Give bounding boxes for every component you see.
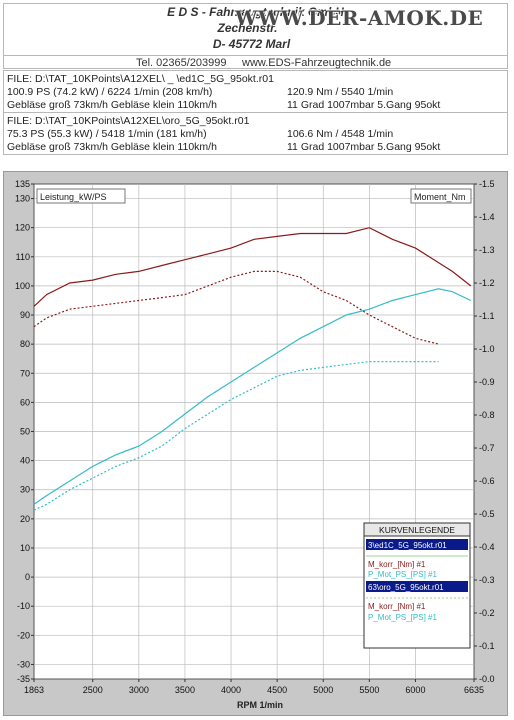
file-stats-torque-2: 106.6 Nm / 4548 1/min bbox=[287, 128, 394, 140]
x-tick-label: 3500 bbox=[175, 685, 195, 695]
y-left-tick-label: 50 bbox=[20, 427, 30, 437]
y-right-tick-label: -1.3 bbox=[479, 245, 495, 255]
y-left-tick-label: 130 bbox=[15, 194, 30, 204]
y-left-tick-label: 80 bbox=[20, 339, 30, 349]
x-axis-label: RPM 1/min bbox=[237, 700, 283, 710]
x-tick-label: 4500 bbox=[267, 685, 287, 695]
legend-power-2: P_Mot_PS_[PS] #1 bbox=[368, 613, 437, 622]
legend-power-1: P_Mot_PS_[PS] #1 bbox=[368, 570, 437, 579]
left-axis-label-box bbox=[36, 188, 126, 204]
company-header: E D S - Fahrzeugtechnik GmbH Zechenstr. … bbox=[3, 3, 508, 69]
x-tick-label: 6000 bbox=[405, 685, 425, 695]
y-left-tick-label: -30 bbox=[17, 659, 30, 669]
x-tick-label: 2500 bbox=[83, 685, 103, 695]
y-right-tick-label: -0.9 bbox=[479, 377, 495, 387]
y-right-tick-label: -0.0 bbox=[479, 674, 495, 684]
file-path-1: FILE: D:\TAT_10KPoints\A12XEL\ _ \ed1C_5… bbox=[7, 73, 274, 85]
dyno-chart-svg: 1351301201101009080706050403020100-10-20… bbox=[15, 179, 495, 710]
y-right-tick-label: -0.1 bbox=[479, 641, 495, 651]
file-path-2: FILE: D:\TAT_10KPoints\A12XEL\oro_5G_95o… bbox=[7, 115, 250, 127]
y-left-tick-label: 10 bbox=[20, 543, 30, 553]
y-left-tick-label: 30 bbox=[20, 485, 30, 495]
legend-title-bar bbox=[363, 522, 471, 537]
y-right-tick-label: -1.4 bbox=[479, 212, 495, 222]
right-axis-label-box bbox=[410, 188, 472, 204]
y-left-tick-label: 90 bbox=[20, 310, 30, 320]
y-right-tick-label: -0.3 bbox=[479, 575, 495, 585]
y-left-tick-label: 120 bbox=[15, 223, 30, 233]
x-tick-label: 1863 bbox=[24, 685, 44, 695]
y-right-tick-label: -1.2 bbox=[479, 278, 495, 288]
file-weather-2: 11 Grad 1007mbar 5.Gang 95okt bbox=[287, 141, 441, 153]
legend-file-1: 3\ed1C_5G_95okt.r01 bbox=[368, 541, 447, 550]
x-tick-label: 4000 bbox=[221, 685, 241, 695]
y-left-tick-label: 100 bbox=[15, 281, 30, 291]
header-divider bbox=[4, 55, 507, 56]
series-line-1 bbox=[33, 227, 472, 307]
x-tick-label: 5000 bbox=[313, 685, 333, 695]
file-conditions-2: Gebläse groß 73km/h Gebläse klein 110km/… bbox=[7, 141, 217, 153]
legend: KURVENLEGENDE 3\ed1C_5G_95okt.r01 M_korr… bbox=[363, 522, 471, 649]
y-right-tick-label: -1.0 bbox=[479, 344, 495, 354]
legend-file-1-highlight bbox=[366, 539, 468, 550]
dyno-chart: 135 130 120 110 100 90 80 70 60 50 40 30 20 10 0 -10 -20… bbox=[3, 171, 508, 716]
series-line-3 bbox=[33, 270, 439, 345]
y-right-tick-label: -0.8 bbox=[479, 410, 495, 420]
y-right-tick-label: -0.4 bbox=[479, 542, 495, 552]
x-tick-label: 3000 bbox=[129, 685, 149, 695]
company-street: Zechenstr. bbox=[217, 21, 278, 35]
y-left-tick-label: 70 bbox=[20, 368, 30, 378]
y-right-tick-label: -0.7 bbox=[479, 443, 495, 453]
file-conditions-1: Gebläse groß 73km/h Gebläse klein 110km/… bbox=[7, 99, 217, 111]
company-name: E D S - Fahrzeugtechnik GmbH bbox=[167, 5, 344, 19]
legend-title: KURVENLEGENDE bbox=[379, 525, 455, 535]
x-tick-label: 5500 bbox=[359, 685, 379, 695]
file-info-2: FILE: D:\TAT_10KPoints\A12XEL\oro_5G_95o… bbox=[3, 112, 508, 155]
legend-file-2-highlight bbox=[366, 581, 468, 592]
x-tick-label: 6635 bbox=[464, 685, 484, 695]
legend-file-2: 63\oro_5G_95okt.r01 bbox=[368, 583, 444, 592]
file-info-1: FILE: D:\TAT_10KPoints\A12XEL\ _ \ed1C_5… bbox=[3, 70, 508, 113]
file-stats-power-2: 75.3 PS (55.3 kW) / 5418 1/min (181 km/h… bbox=[7, 128, 207, 140]
y-right-tick-label: -0.2 bbox=[479, 608, 495, 618]
right-axis-label: Moment_Nm bbox=[414, 192, 466, 202]
left-axis-label: Leistung_kW/PS bbox=[40, 192, 107, 202]
company-city: D- 45772 Marl bbox=[212, 37, 291, 51]
y-left-tick-label: 0 bbox=[25, 572, 30, 582]
legend-torque-2: M_korr_[Nm] #1 bbox=[368, 602, 426, 611]
y-axis-right-ticks: -1.5 -1.4 -1.3 -1.2 -1.1 -1.0 -0.9 -0.8 -0.7 -0.6… bbox=[474, 179, 495, 684]
file-stats-torque-1: 120.9 Nm / 5540 1/min bbox=[287, 86, 394, 98]
y-left-tick-label: -10 bbox=[17, 601, 30, 611]
y-left-tick-label: 40 bbox=[20, 456, 30, 466]
y-left-tick-label: -35 bbox=[17, 674, 30, 684]
company-website: www.EDS-Fahrzeugtechnik.de bbox=[242, 57, 392, 69]
y-axis-left-ticks: 1351301201101009080706050403020100-10-20… bbox=[15, 179, 34, 684]
x-axis-ticks: 1863 2500 3000 3500 4000 4500 5000 5500 6000 6635 bbox=[24, 679, 484, 695]
series-line-2 bbox=[33, 288, 472, 505]
y-left-tick-label: 135 bbox=[15, 179, 30, 189]
y-right-tick-label: -0.6 bbox=[479, 476, 495, 486]
series-lines bbox=[33, 227, 472, 511]
watermark: WWW.DER-AMOK.DE bbox=[235, 6, 484, 30]
file-weather-1: 11 Grad 1007mbar 5.Gang 95okt bbox=[287, 99, 441, 111]
y-right-tick-label: -1.5 bbox=[479, 179, 495, 189]
y-left-tick-label: 20 bbox=[20, 514, 30, 524]
y-left-tick-label: 60 bbox=[20, 397, 30, 407]
y-right-tick-label: -0.5 bbox=[479, 509, 495, 519]
y-right-tick-label: -1.1 bbox=[479, 311, 495, 321]
y-left-tick-label: 110 bbox=[16, 252, 30, 262]
file-stats-power-1: 100.9 PS (74.2 kW) / 6224 1/min (208 km/… bbox=[7, 86, 213, 98]
company-phone: Tel. 02365/203999 bbox=[136, 57, 227, 69]
y-left-tick-label: -20 bbox=[17, 630, 30, 640]
legend-torque-1: M_korr_[Nm] #1 bbox=[368, 560, 426, 569]
